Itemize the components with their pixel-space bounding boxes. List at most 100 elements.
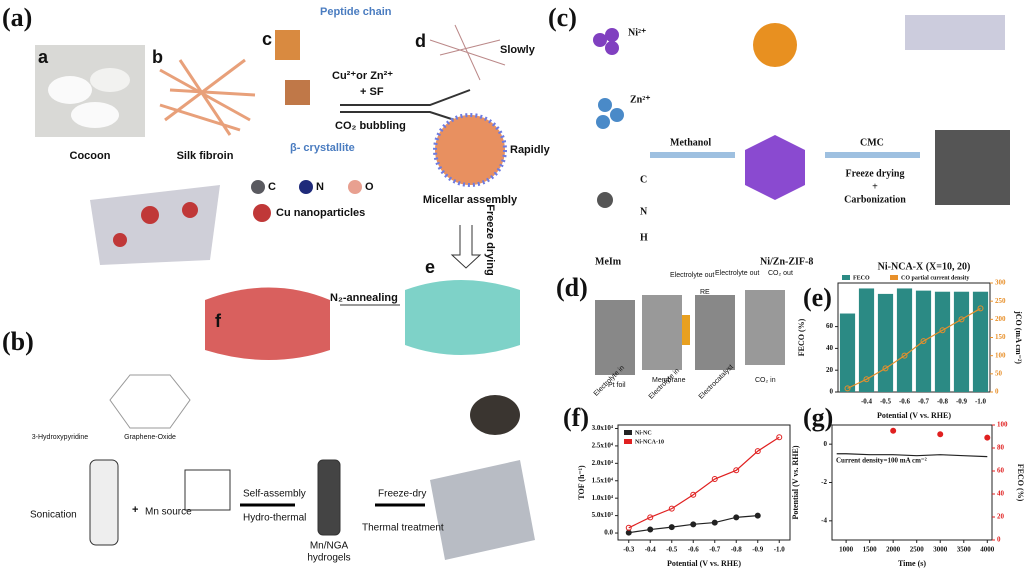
x-tick-label: -0.8 [731, 546, 743, 554]
x-tick-label: 4000 [980, 546, 995, 554]
annotation: Current density=100 mA cm⁻² [836, 457, 927, 465]
helix [275, 30, 300, 60]
label: Peptide chain [320, 6, 392, 18]
cu-particle [141, 206, 159, 224]
y2-tick-label: 20 [997, 513, 1005, 521]
y-tick-label: -2 [821, 478, 827, 486]
y2-tick-label: 200 [995, 315, 1006, 323]
label: Cu²⁺or Zn²⁺ [332, 70, 393, 82]
y2-axis-label: FECO (%) [1016, 464, 1024, 502]
bar [858, 288, 875, 392]
label: Mn/NGA [310, 541, 349, 552]
graphene-oxide [109, 374, 191, 429]
point [920, 338, 927, 345]
sub-label: e [425, 257, 435, 277]
y-tick-label: 1.0x10⁴ [592, 494, 614, 502]
y-axis-label: FECO (%) [797, 318, 806, 356]
aerogel-photo [935, 130, 1010, 205]
panel-b: (b) 3-Hydroxypyridine Graphene-Oxide Son… [2, 327, 535, 564]
point [625, 524, 632, 531]
point [901, 352, 908, 359]
membrane [682, 315, 690, 345]
legend-swatch [624, 430, 632, 435]
arrow [450, 225, 482, 269]
cocoon [48, 76, 92, 104]
label: N [640, 206, 648, 217]
x-tick-label: 1500 [863, 546, 878, 554]
meim [597, 192, 613, 208]
label: RE [700, 289, 710, 296]
point [647, 526, 654, 533]
label: CMC [860, 137, 884, 148]
silk-fibers [159, 58, 256, 136]
vial [89, 459, 119, 546]
point [977, 305, 984, 312]
sub-label: c [262, 29, 272, 49]
label: C [640, 174, 647, 185]
micelle [433, 113, 507, 187]
x-tick-label: -0.9 [956, 398, 968, 406]
cu-particle [113, 233, 127, 247]
cell-plate [642, 295, 682, 370]
point [711, 519, 718, 526]
y-tick-label: 60 [826, 322, 834, 330]
point [733, 514, 740, 521]
label: Graphene-Oxide [124, 434, 176, 441]
y-tick-label: 20 [826, 366, 834, 374]
label: Cu nanoparticles [276, 207, 365, 219]
label: Thermal treatment [362, 523, 444, 534]
legend-swatch [890, 275, 898, 280]
label: N₂-annealing [330, 292, 398, 304]
y2-tick-label: 80 [997, 444, 1005, 452]
label: 3-Hydroxypyridine [32, 434, 89, 441]
label: Hydro-thermal [243, 513, 306, 524]
ni-ion [605, 28, 619, 42]
y-tick-label: 5.0x10³ [592, 511, 613, 519]
panel-d: (d) Electrolyte out Electrolyte out CO₂ … [556, 270, 793, 401]
label: Ni/Zn-ZIF-8 [760, 256, 813, 267]
point [647, 514, 654, 521]
y2-tick-label: 0 [995, 388, 999, 396]
y2-axis-label: jCO (mA cm⁻²) [1014, 310, 1023, 364]
x-tick-label: 3000 [933, 546, 948, 554]
label: H [640, 232, 648, 243]
x-tick-label: -1.0 [975, 398, 987, 406]
point [984, 434, 991, 441]
y2-tick-label: 60 [997, 467, 1005, 475]
x-axis-label: Time (s) [898, 559, 926, 568]
label: Sonication [30, 510, 77, 521]
label: C [268, 181, 276, 193]
sub-label: f [215, 311, 222, 331]
zif-crystal [745, 135, 805, 200]
polymer [429, 24, 506, 81]
point [625, 529, 632, 536]
series-line [836, 453, 988, 458]
label: hydrogels [307, 553, 350, 564]
label: Slowly [500, 44, 536, 56]
carbon-aerogel [205, 287, 330, 360]
point [776, 434, 783, 441]
y-tick-label: 2.0x10⁴ [592, 459, 614, 467]
y2-tick-label: 40 [997, 490, 1005, 498]
point [690, 491, 697, 498]
cocoon [71, 102, 119, 128]
legend-swatch [624, 439, 632, 444]
label: β- crystallite [290, 142, 355, 154]
label: Electrolyte out [670, 272, 714, 279]
y2-tick-label: 0 [997, 536, 1001, 544]
point [939, 327, 946, 334]
aerogel-photo [470, 395, 520, 435]
label: Zn²⁺ [630, 94, 651, 105]
sub-label: a [38, 47, 49, 67]
label: O [365, 181, 374, 193]
y-axis-label: Potential (V vs. RHE) [791, 445, 800, 519]
point [733, 467, 740, 474]
label: Self-assembly [243, 489, 306, 500]
panel-label: (g) [803, 403, 833, 432]
point [711, 476, 718, 483]
cu-particle [182, 202, 198, 218]
y-tick-label: 40 [826, 344, 834, 352]
zn-ion [596, 115, 610, 129]
label: CO₂ out [768, 270, 793, 277]
